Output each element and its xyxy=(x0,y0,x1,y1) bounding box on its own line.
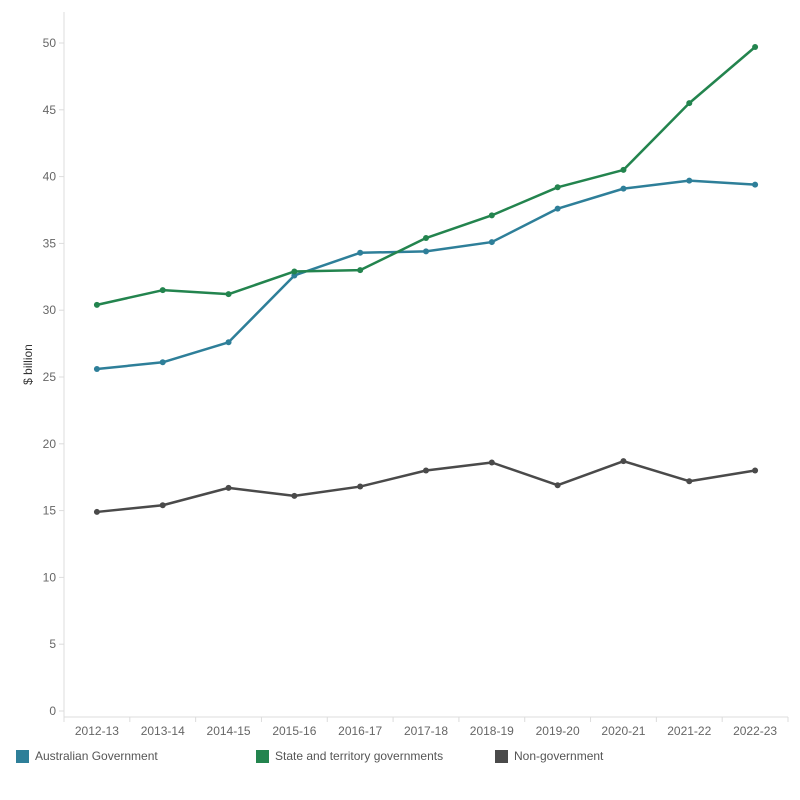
legend: Australian Government State and territory… xyxy=(16,749,796,767)
x-tick-label: 2013-14 xyxy=(141,724,185,738)
data-point xyxy=(554,482,561,489)
data-point xyxy=(620,185,627,192)
data-point xyxy=(554,205,561,212)
legend-label: State and territory governments xyxy=(275,749,444,763)
data-point xyxy=(488,212,495,219)
legend-swatch xyxy=(495,749,508,763)
y-tick-label: 5 xyxy=(49,637,56,651)
line-chart: 0 5 10 15 20 25 30 35 40 45 50 $ billion 2012-13 2013… xyxy=(21,12,789,738)
data-point xyxy=(291,492,298,499)
data-point xyxy=(554,184,561,191)
data-point xyxy=(357,483,364,490)
y-tick-label: 25 xyxy=(43,370,57,384)
y-tick-label: 15 xyxy=(43,504,57,518)
x-tick-label: 2014-15 xyxy=(207,724,251,738)
x-tick-label: 2015-16 xyxy=(272,724,316,738)
x-tick-label: 2018-19 xyxy=(470,724,514,738)
legend-swatch xyxy=(256,749,269,763)
series-line xyxy=(95,179,757,371)
data-point xyxy=(159,502,166,509)
data-point xyxy=(225,339,232,346)
legend-label: Australian Government xyxy=(35,749,158,763)
y-tick-label: 40 xyxy=(43,170,57,184)
series-2 xyxy=(93,458,759,515)
data-point xyxy=(686,100,693,107)
y-tick-label: 50 xyxy=(43,36,57,50)
series-0 xyxy=(93,177,759,372)
data-point xyxy=(686,177,693,184)
y-tick-label: 30 xyxy=(43,303,57,317)
y-tick-label: 10 xyxy=(43,570,57,584)
data-point xyxy=(686,478,693,485)
data-point xyxy=(423,248,429,255)
data-point xyxy=(488,459,495,466)
x-tick-label: 2017-18 xyxy=(404,724,448,738)
data-point xyxy=(620,166,627,173)
axes: 0 5 10 15 20 25 30 35 40 45 50 $ billion 2012-13 2013… xyxy=(21,12,789,738)
legend-item: Non-government xyxy=(495,749,603,763)
data-point xyxy=(423,467,429,474)
y-tick-label: 35 xyxy=(43,236,57,250)
y-tick-label: 0 xyxy=(49,704,56,718)
legend-swatch xyxy=(16,749,29,763)
legend-item: State and territory governments xyxy=(256,749,443,763)
data-point xyxy=(752,181,759,188)
data-point xyxy=(752,44,759,51)
data-point xyxy=(620,458,627,465)
series-layer xyxy=(93,44,759,515)
data-point xyxy=(225,484,232,491)
data-point xyxy=(357,267,364,274)
series-line xyxy=(95,45,757,307)
data-point xyxy=(423,235,429,242)
data-point xyxy=(225,291,232,298)
data-point xyxy=(357,249,364,256)
data-point xyxy=(159,287,166,294)
data-point xyxy=(488,239,495,246)
x-tick-label: 2019-20 xyxy=(536,724,580,738)
x-tick-label: 2021-22 xyxy=(667,724,711,738)
data-point xyxy=(159,359,166,366)
y-tick-label: 45 xyxy=(43,103,57,117)
data-point xyxy=(291,268,298,275)
legend-item: Australian Government xyxy=(16,749,158,763)
x-tick-label: 2020-21 xyxy=(601,724,645,738)
data-point xyxy=(752,467,759,474)
y-tick-label: 20 xyxy=(43,437,57,451)
y-axis-title: $ billion xyxy=(21,344,35,385)
legend-label: Non-government xyxy=(514,749,604,763)
data-point xyxy=(93,508,100,515)
x-tick-label: 2012-13 xyxy=(75,724,119,738)
data-point xyxy=(93,301,100,308)
x-tick-label: 2022-23 xyxy=(733,724,777,738)
data-point xyxy=(93,365,100,372)
series-1 xyxy=(93,44,759,308)
x-tick-label: 2016-17 xyxy=(338,724,382,738)
